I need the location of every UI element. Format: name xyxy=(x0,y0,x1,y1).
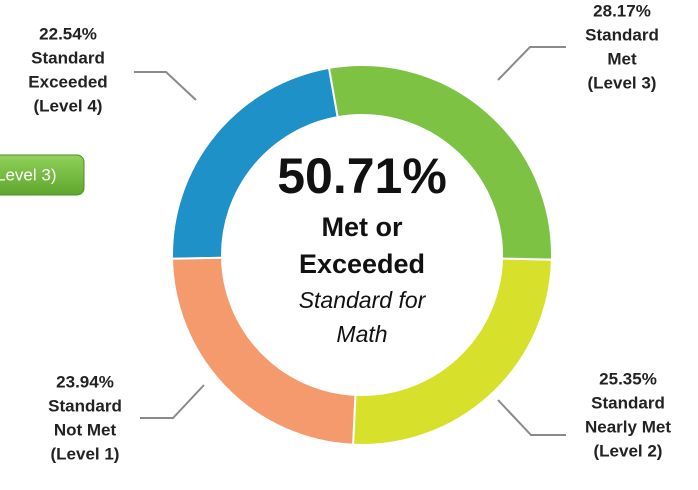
category-label: (Level 2) xyxy=(594,441,663,460)
data-label: 23.94% xyxy=(56,372,114,391)
center-text: Met or xyxy=(322,212,403,242)
level-button[interactable] xyxy=(0,154,85,196)
category-label: Met xyxy=(607,49,637,68)
donut-segment xyxy=(352,257,553,446)
category-label: (Level 3) xyxy=(588,73,657,92)
category-label: Not Met xyxy=(54,420,117,439)
data-label: 28.17% xyxy=(593,1,651,20)
data-label: 25.35% xyxy=(599,369,657,388)
donut-segment xyxy=(171,256,357,446)
leader-line xyxy=(134,71,197,101)
data-label: 22.54% xyxy=(39,24,97,43)
center-text: Math xyxy=(336,321,387,347)
center-text: Standard for xyxy=(299,287,427,313)
category-label: Standard xyxy=(48,396,122,415)
center-headline: 50.71% xyxy=(277,148,447,204)
leader-line xyxy=(497,399,566,436)
category-label: Exceeded xyxy=(28,72,107,91)
donut-segment xyxy=(327,64,553,261)
center-text: Exceeded xyxy=(299,249,425,279)
category-label: Standard xyxy=(591,393,665,412)
category-label: Standard xyxy=(585,25,659,44)
level-button-label[interactable]: Level 3) xyxy=(0,165,56,184)
leader-line xyxy=(140,384,205,419)
category-label: Standard xyxy=(31,48,105,67)
category-label: Nearly Met xyxy=(585,417,671,436)
category-label: (Level 1) xyxy=(51,444,120,463)
leader-line xyxy=(497,46,566,81)
category-label: (Level 4) xyxy=(34,96,103,115)
